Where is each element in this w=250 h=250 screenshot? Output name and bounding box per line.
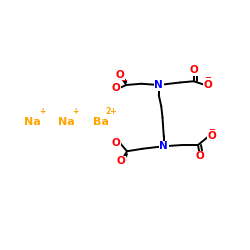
Text: O: O	[196, 151, 204, 161]
Text: O: O	[190, 65, 198, 75]
Text: Na: Na	[58, 117, 74, 127]
Text: Na: Na	[24, 117, 41, 127]
Text: +: +	[39, 108, 45, 116]
Text: N: N	[160, 141, 168, 151]
Text: +: +	[72, 108, 79, 116]
Text: 2+: 2+	[105, 108, 117, 116]
Text: O: O	[117, 156, 126, 166]
Text: O: O	[116, 70, 124, 80]
Text: Ba: Ba	[93, 117, 109, 127]
Text: O: O	[204, 80, 212, 90]
Text: −: −	[120, 76, 128, 86]
Text: O: O	[208, 131, 216, 141]
Text: −: −	[208, 125, 215, 134]
Text: N: N	[154, 80, 163, 90]
Text: O: O	[112, 138, 121, 147]
Text: −: −	[204, 74, 211, 82]
Text: O: O	[112, 83, 121, 93]
